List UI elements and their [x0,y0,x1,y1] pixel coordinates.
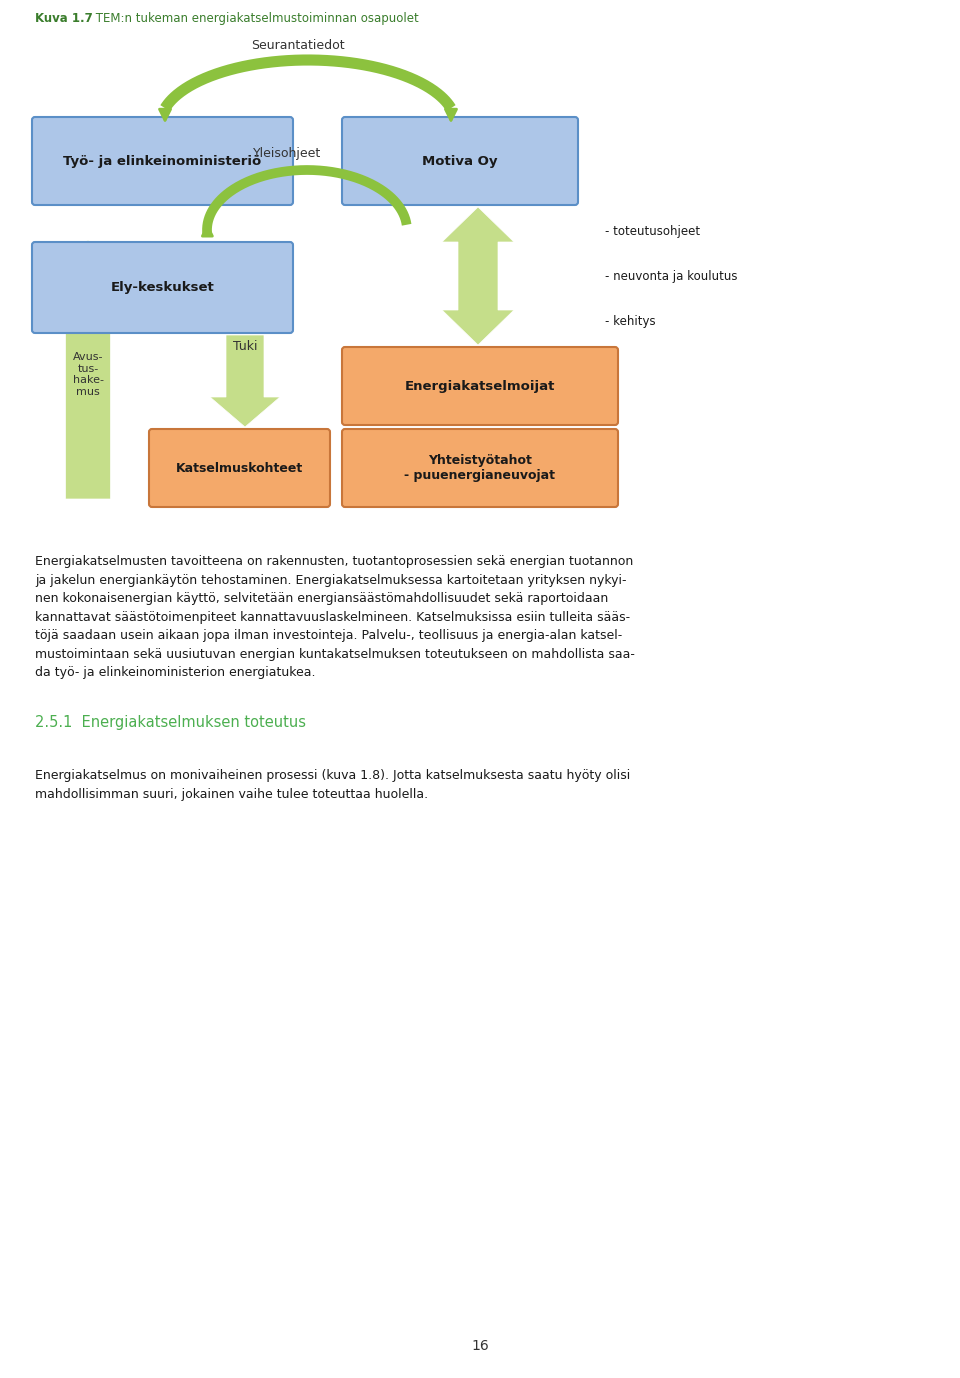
Text: Katselmuskohteet: Katselmuskohteet [176,462,303,474]
Text: Energiakatselmoijat: Energiakatselmoijat [405,379,555,393]
Text: ja jakelun energiankäytön tehostaminen. Energiakatselmuksessa kartoitetaan yrity: ja jakelun energiankäytön tehostaminen. … [35,573,627,587]
FancyBboxPatch shape [342,117,578,205]
Text: Energiakatselmusten tavoitteena on rakennusten, tuotantoprosessien sekä energian: Energiakatselmusten tavoitteena on raken… [35,555,634,568]
FancyBboxPatch shape [32,117,293,205]
FancyBboxPatch shape [32,243,293,333]
FancyBboxPatch shape [342,347,618,424]
Text: da työ- ja elinkeinoministerion energiatukea.: da työ- ja elinkeinoministerion energiat… [35,666,316,679]
Text: kannattavat säästötoimenpiteet kannattavuuslaskelmineen. Katselmuksissa esiin tu: kannattavat säästötoimenpiteet kannattav… [35,610,630,623]
Text: mahdollisimman suuri, jokainen vaihe tulee toteuttaa huolella.: mahdollisimman suuri, jokainen vaihe tul… [35,788,428,801]
Text: - kehitys: - kehitys [605,314,656,328]
Text: Seurantatiedot: Seurantatiedot [252,39,345,52]
Text: Tuki: Tuki [232,340,257,353]
FancyBboxPatch shape [342,429,618,507]
FancyBboxPatch shape [149,429,330,507]
Text: nen kokonaisenergian käyttö, selvitetään energiansäästömahdollisuudet sekä rapor: nen kokonaisenergian käyttö, selvitetään… [35,593,609,605]
Text: Kuva 1.7: Kuva 1.7 [35,12,93,25]
Text: Avus-
tus-
hake-
mus: Avus- tus- hake- mus [73,353,104,397]
Text: - toteutusohjeet: - toteutusohjeet [605,225,700,237]
Text: Motiva Oy: Motiva Oy [422,154,497,168]
Polygon shape [51,240,126,499]
Text: Yhteistyötahot
- puuenergianeuvojat: Yhteistyötahot - puuenergianeuvojat [404,453,556,482]
Text: töjä saadaan usein aikaan jopa ilman investointeja. Palvelu-, teollisuus ja ener: töjä saadaan usein aikaan jopa ilman inv… [35,628,622,642]
Text: Työ- ja elinkeinoministeriö: Työ- ja elinkeinoministeriö [63,154,262,168]
Text: - neuvonta ja koulutus: - neuvonta ja koulutus [605,270,737,282]
Polygon shape [210,335,280,427]
Text: Energiakatselmus on monivaiheinen prosessi (kuva 1.8). Jotta katselmuksesta saat: Energiakatselmus on monivaiheinen proses… [35,769,631,783]
Text: 16: 16 [471,1339,489,1353]
Text: TEM:n tukeman energiakatselmustoiminnan osapuolet: TEM:n tukeman energiakatselmustoiminnan … [92,12,419,25]
Text: Ely-keskukset: Ely-keskukset [110,281,214,294]
Text: mustoimintaan sekä uusiutuvan energian kuntakatselmuksen toteutukseen on mahdoll: mustoimintaan sekä uusiutuvan energian k… [35,648,635,660]
Text: Yleisohjeet: Yleisohjeet [252,147,322,160]
Text: 2.5.1  Energiakatselmuksen toteutus: 2.5.1 Energiakatselmuksen toteutus [35,715,306,729]
Polygon shape [442,207,514,344]
